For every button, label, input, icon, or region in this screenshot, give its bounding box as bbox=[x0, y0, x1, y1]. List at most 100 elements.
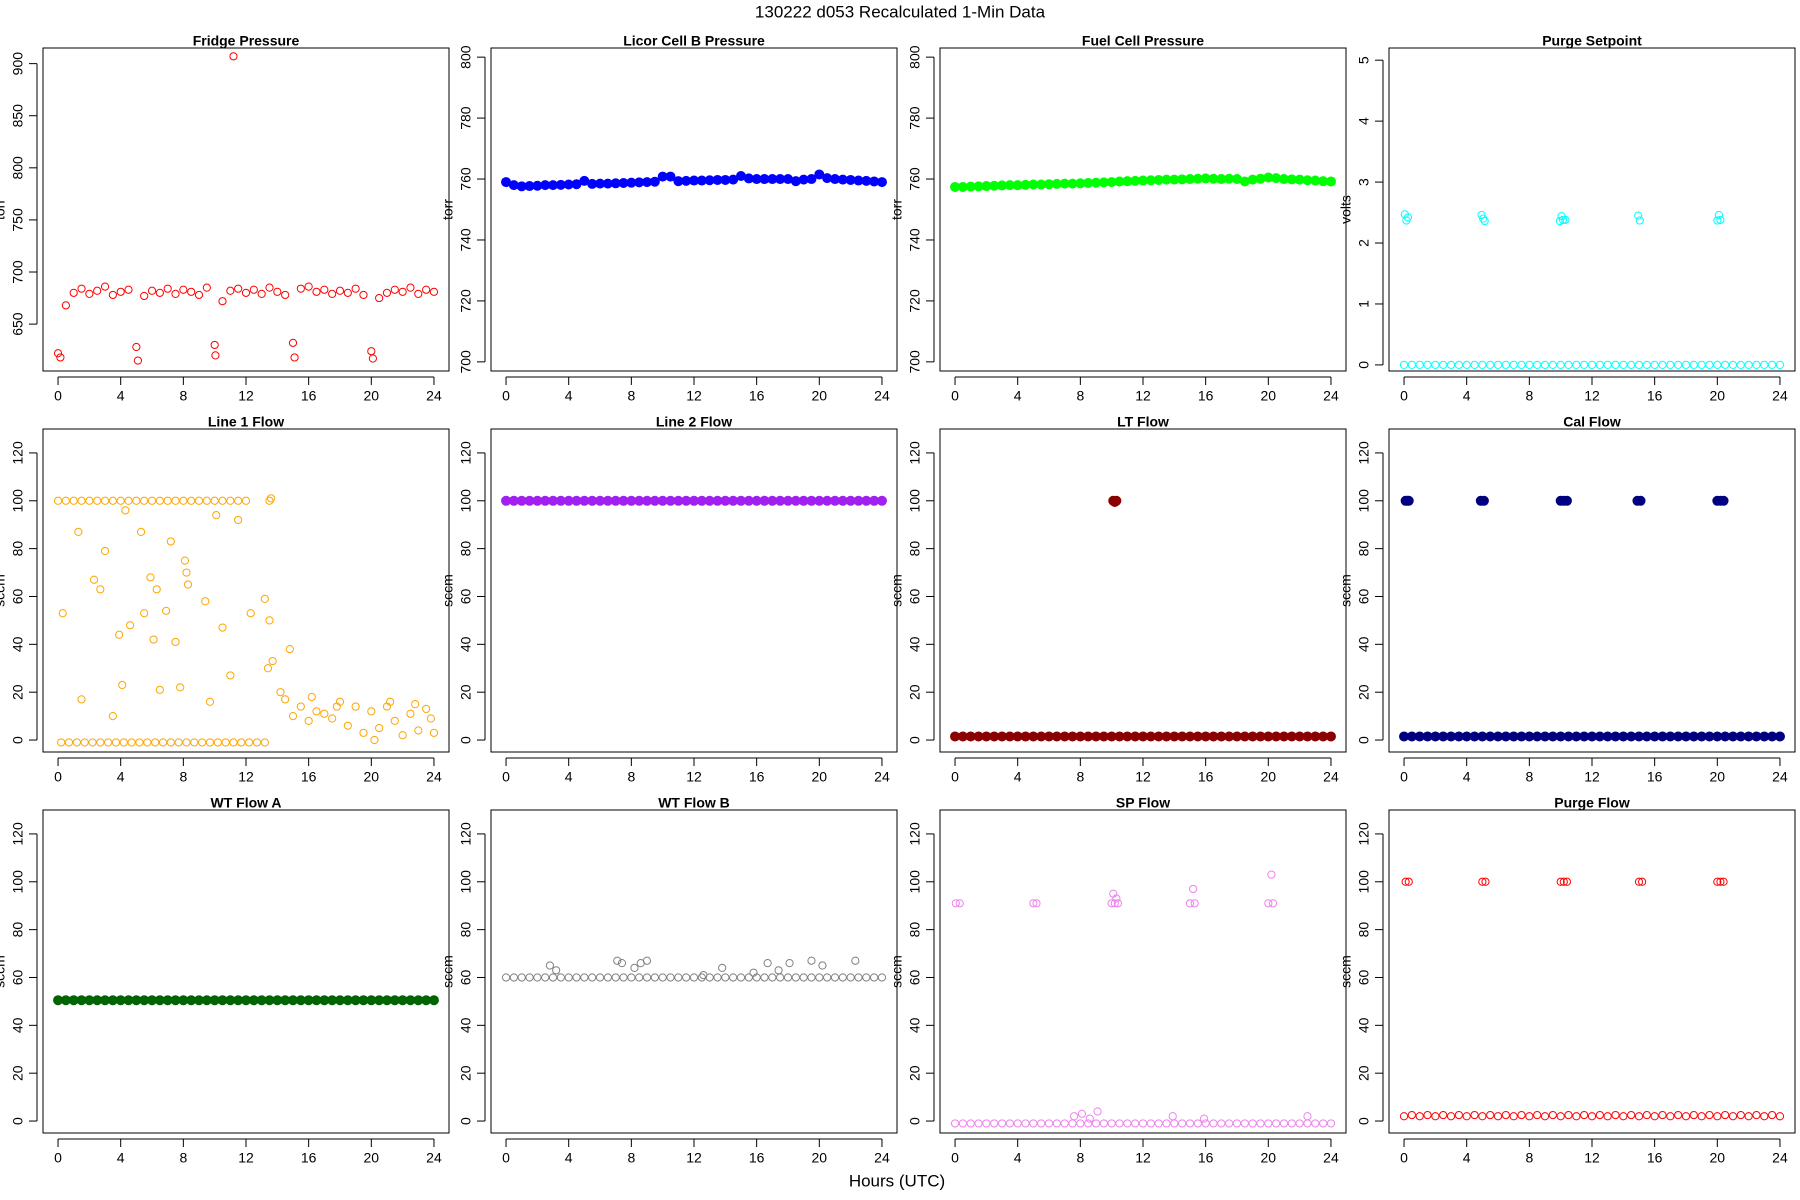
data-point bbox=[1681, 1112, 1691, 1121]
x-axis-label: Hours (UTC) bbox=[849, 1171, 945, 1190]
x-tick-label: 20 bbox=[364, 388, 380, 404]
data-point bbox=[249, 285, 258, 294]
data-point bbox=[281, 695, 290, 704]
data-point bbox=[426, 714, 435, 723]
data-point bbox=[1697, 1112, 1706, 1121]
y-tick-label: 800 bbox=[907, 45, 923, 69]
data-point bbox=[194, 290, 204, 300]
data-point bbox=[736, 973, 746, 982]
data-point bbox=[1193, 1119, 1202, 1128]
y-tick-label: 650 bbox=[10, 312, 26, 336]
y-axis-label: sccm bbox=[440, 955, 456, 988]
data-point bbox=[1403, 213, 1413, 222]
data-point bbox=[171, 637, 180, 647]
x-tick-label: 12 bbox=[1135, 388, 1151, 404]
data-point bbox=[202, 283, 211, 292]
y-tick-label: 60 bbox=[458, 588, 474, 604]
data-point bbox=[1517, 360, 1526, 370]
data-point bbox=[1162, 1119, 1171, 1128]
data-point bbox=[1627, 1110, 1636, 1120]
y-axis-label: sccm bbox=[1338, 574, 1354, 607]
data-point bbox=[108, 290, 117, 300]
data-point bbox=[666, 973, 675, 982]
data-point bbox=[1674, 1110, 1683, 1120]
data-point bbox=[674, 973, 683, 982]
y-tick-label: 100 bbox=[458, 489, 474, 513]
panel-title: Line 1 Flow bbox=[208, 414, 284, 430]
data-point bbox=[226, 496, 235, 505]
data-point bbox=[53, 349, 63, 358]
y-tick-label: 60 bbox=[458, 969, 474, 985]
data-point bbox=[80, 738, 89, 747]
data-point bbox=[1509, 360, 1518, 370]
y-tick-label: 0 bbox=[458, 1117, 474, 1125]
data-point bbox=[93, 496, 102, 505]
y-tick-label: 40 bbox=[10, 1017, 26, 1033]
x-tick-label: 8 bbox=[1076, 769, 1084, 785]
data-point bbox=[61, 496, 70, 505]
x-tick-label: 0 bbox=[54, 769, 62, 785]
data-point bbox=[1774, 731, 1785, 742]
data-point bbox=[198, 738, 207, 747]
data-point bbox=[1587, 1112, 1597, 1121]
data-point bbox=[202, 496, 211, 505]
x-tick-label: 16 bbox=[301, 1150, 317, 1166]
y-tick-label: 40 bbox=[907, 1017, 923, 1033]
data-point bbox=[1548, 360, 1557, 370]
data-point bbox=[818, 961, 827, 970]
panel: Purge Flow sccm 0 4 8 12 16 20 24 0 20 40 60 80 100 120 bbox=[1338, 795, 1796, 1166]
data-point bbox=[1580, 1110, 1589, 1120]
data-point bbox=[699, 970, 708, 980]
data-point bbox=[1744, 1112, 1753, 1121]
y-axis-label: torr bbox=[440, 199, 456, 220]
panel: Line 1 Flow sccm 0 4 8 12 16 20 24 0 20 40 60 80 100 12… bbox=[0, 414, 450, 785]
y-tick-label: 120 bbox=[458, 441, 474, 465]
data-point bbox=[1713, 360, 1722, 370]
data-point bbox=[85, 289, 94, 298]
data-point bbox=[1721, 1110, 1730, 1120]
data-point bbox=[1635, 495, 1646, 506]
data-point bbox=[166, 738, 175, 747]
data-point bbox=[1217, 1119, 1226, 1128]
x-tick-label: 4 bbox=[565, 769, 573, 785]
plot-frame bbox=[42, 47, 450, 372]
y-axis-label: sccm bbox=[889, 955, 905, 988]
data-point bbox=[229, 738, 238, 747]
data-point bbox=[149, 635, 158, 644]
data-point bbox=[697, 973, 706, 982]
data-point bbox=[140, 496, 149, 505]
data-point bbox=[1005, 1119, 1014, 1128]
data-point bbox=[414, 726, 423, 735]
y-tick-label: 120 bbox=[10, 822, 26, 846]
data-point bbox=[367, 347, 376, 356]
data-point bbox=[429, 287, 439, 296]
data-point bbox=[398, 731, 407, 740]
data-point bbox=[1595, 1110, 1604, 1120]
data-point bbox=[121, 506, 130, 515]
y-tick-label: 0 bbox=[458, 736, 474, 744]
data-point bbox=[370, 735, 379, 745]
panel: LT Flow sccm 0 4 8 12 16 20 24 0 20 40 60 80 100 120 bbox=[889, 414, 1347, 785]
data-point bbox=[1713, 216, 1722, 225]
data-point bbox=[77, 284, 86, 293]
y-axis-label: sccm bbox=[889, 574, 905, 607]
data-point bbox=[246, 609, 255, 618]
data-point bbox=[854, 973, 863, 982]
panel-title: WT Flow B bbox=[658, 795, 730, 811]
data-point bbox=[1775, 1112, 1785, 1121]
data-point bbox=[210, 340, 219, 350]
data-point bbox=[1107, 899, 1116, 908]
data-point bbox=[1170, 1119, 1179, 1128]
data-point bbox=[545, 961, 554, 970]
x-tick-label: 24 bbox=[426, 1150, 442, 1166]
data-point bbox=[1486, 360, 1495, 370]
data-point bbox=[1752, 360, 1761, 370]
data-point bbox=[234, 284, 243, 293]
y-tick-label: 80 bbox=[458, 922, 474, 938]
data-point bbox=[205, 697, 215, 706]
data-point bbox=[1540, 1112, 1550, 1121]
data-point bbox=[281, 290, 290, 300]
data-point bbox=[1775, 360, 1785, 370]
data-point bbox=[304, 282, 313, 291]
